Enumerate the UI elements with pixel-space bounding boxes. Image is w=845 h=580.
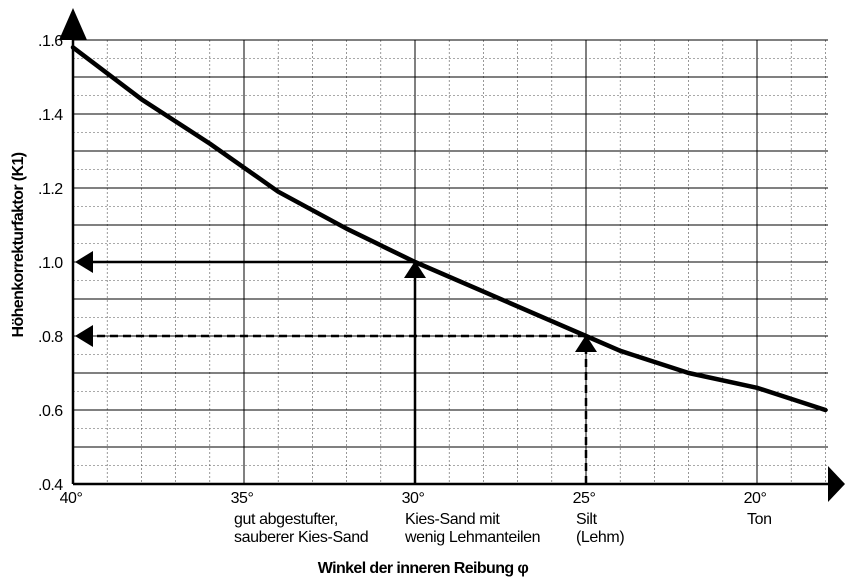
category-label: gut abgestufter, — [234, 511, 338, 528]
y-axis-arrow-icon — [59, 8, 87, 40]
y-tick-label: .0.4 — [38, 477, 63, 494]
x-tick-label: 40° — [60, 490, 83, 507]
up-arrow-icon — [404, 261, 426, 278]
category-label: Ton — [747, 511, 772, 528]
axes — [59, 8, 845, 502]
category-label: Silt — [576, 511, 598, 528]
series-line — [70, 45, 828, 413]
soil-category-labels: gut abgestufter,sauberer Kies-Sand Kies-S… — [234, 511, 772, 546]
annotations — [75, 251, 597, 484]
category-label: (Lehm) — [576, 529, 624, 546]
x-tick-label: 35° — [231, 490, 254, 507]
x-axis-label: Winkel der inneren Reibung φ — [318, 560, 529, 577]
x-tick-label: 20° — [744, 490, 767, 507]
y-axis-label: Höhenkorrekturfaktor (K1) — [10, 152, 27, 337]
x-tick-label: 30° — [402, 490, 425, 507]
category-label: Kies-Sand mit — [405, 511, 500, 528]
up-arrow-icon — [575, 335, 597, 352]
category-label: sauberer Kies-Sand — [234, 529, 368, 546]
x-tick-label: 25° — [573, 490, 596, 507]
y-tick-label: .0.6 — [38, 403, 63, 420]
left-arrow-icon — [75, 251, 93, 273]
data-series — [70, 45, 828, 413]
left-arrow-icon — [75, 325, 93, 347]
y-tick-label: .0.8 — [38, 329, 63, 346]
y-tick-label: .1.4 — [38, 107, 63, 124]
y-tick-label: .1.6 — [38, 33, 63, 50]
y-tick-label: .1.0 — [38, 255, 63, 272]
x-tick-labels: 40° 35° 30° 25° 20° — [60, 490, 767, 507]
category-label: wenig Lehmanteilen — [404, 529, 540, 546]
y-tick-label: .1.2 — [38, 181, 63, 198]
y-tick-labels: .0.4 .0.6 .0.8 .1.0 .1.2 .1.4 .1.6 — [38, 33, 64, 494]
x-axis-arrow-icon — [828, 466, 845, 502]
